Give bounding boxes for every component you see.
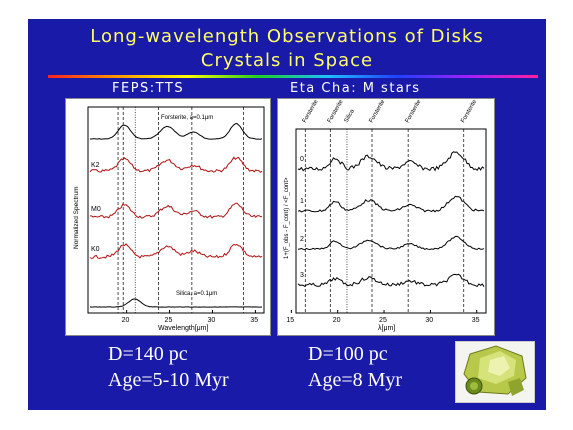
left-plot-frame [87, 106, 265, 314]
m0-spectrum-line [89, 202, 263, 219]
k2-spectrum-line [89, 156, 263, 173]
left-x-tick-label-2: 30 [207, 317, 215, 324]
left-x-tick-label-1: 25 [165, 317, 173, 324]
silica-model-label: Silica, a=0.1μm [176, 291, 217, 297]
right-x-tick-label-1: 20 [333, 317, 341, 324]
feature-label-0: Forsterite [302, 99, 320, 124]
series-3-label: 3 [300, 272, 304, 279]
feps-spectra-plot: Forsterite, a=0.1μm K2 M0 K0 Silica, a=0.1μm… [65, 98, 271, 336]
right-distance: D=100 pc [308, 343, 388, 365]
right-x-axis-label: λ[μm] [378, 325, 395, 332]
silica-model-line [89, 298, 263, 308]
series-1-label: 1 [300, 198, 304, 205]
k2-spectrum-label: K2 [91, 162, 100, 169]
slide: Long-wavelength Observations of Disks Cr… [28, 19, 546, 410]
k0-spectrum-label: K0 [91, 246, 100, 253]
right-x-tick-label-4: 35 [472, 317, 480, 324]
slide-subtitle: Crystals in Space [200, 50, 374, 71]
series-2-label: 2 [300, 236, 304, 243]
rainbow-divider [48, 75, 538, 78]
left-x-tick-label-0: 20 [122, 317, 130, 324]
feature-label-2: Silica [344, 108, 357, 124]
green-crystal-icon [455, 341, 535, 403]
feature-label-3: Forsterite [369, 99, 387, 124]
left-distance: D=140 pc [108, 343, 188, 365]
left-y-axis-label: Normalized Spectrum [73, 187, 80, 250]
left-x-axis-label: Wavelength[μm] [158, 325, 209, 332]
feature-label-1: Forsterite [327, 99, 345, 124]
right-x-tick-label-0: 15 [286, 317, 294, 324]
right-age: Age=8 Myr [308, 369, 403, 391]
forsterite-model-label: Forsterite, a=0.1μm [161, 115, 213, 121]
right-plot-frame [295, 128, 487, 314]
series-3-spectrum-line [297, 273, 485, 288]
left-panel-heading: FEPS:TTS [112, 81, 185, 96]
right-y-axis-label: 1+(F_obs - F_cont) / <F_cont> [284, 177, 290, 259]
right-panel-heading: Eta Cha: M stars [290, 81, 421, 96]
series-2-spectrum-line [297, 235, 485, 251]
left-age: Age=5-10 Myr [108, 369, 229, 391]
eta-cha-spectra-plot: Forsterite Forsterite Silica Forsterite Fors… [277, 98, 495, 336]
series-0-label: 0 [300, 156, 304, 163]
left-x-tick-label-3: 35 [250, 317, 258, 324]
series-1-spectrum-line [297, 195, 485, 213]
series-0-spectrum-line [297, 151, 485, 172]
feps-spectra-svg: Forsterite, a=0.1μm K2 M0 K0 Silica, a=0.1μm… [73, 106, 265, 332]
forsterite-model-line [90, 122, 263, 140]
feature-label-4: Forsterite [405, 99, 423, 124]
k0-spectrum-line [89, 243, 263, 260]
feature-label-5: Forsterite [460, 99, 478, 124]
right-x-tick-label-3: 30 [425, 317, 433, 324]
right-x-tick-label-2: 25 [379, 317, 387, 324]
m0-spectrum-label: M0 [91, 206, 101, 213]
slide-title: Long-wavelength Observations of Disks [90, 26, 484, 47]
